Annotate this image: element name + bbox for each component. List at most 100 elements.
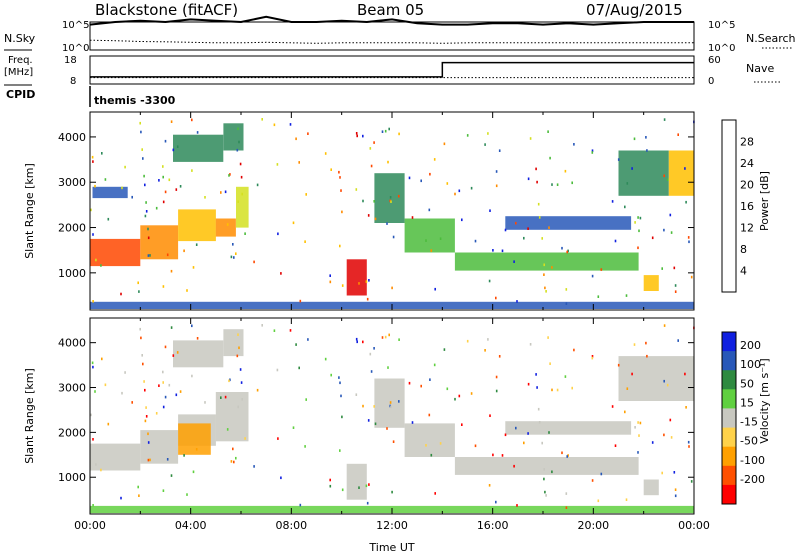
scatter-speck [341,415,343,419]
scatter-speck [131,401,133,404]
scatter-speck [515,426,517,430]
scatter-speck [229,173,231,176]
scatter-speck [191,169,193,172]
scatter-speck [489,414,491,417]
scatter-speck [564,169,567,173]
scatter-speck [141,354,143,357]
scatter-speck [661,267,663,270]
scatter-speck [498,149,501,152]
scatter-speck [571,386,573,390]
scatter-speck [373,200,375,203]
scatter-speck [144,419,147,423]
colorbar-segment [722,427,736,448]
scatter-speck [137,281,139,285]
colorbar-tick-label: 50 [740,377,754,390]
scatter-speck [368,483,370,486]
scatter-speck [391,490,393,494]
scatter-speck [388,127,390,131]
scatter-speck [408,176,411,180]
scatter-speck [398,132,400,136]
scatter-speck [369,147,372,150]
scatter-speck [365,280,368,283]
scatter-speck [535,167,537,171]
scatter-speck [687,236,690,239]
scatter-speck [191,118,193,122]
scatter-speck [504,228,507,232]
scatter-speck [489,209,491,212]
scatter-speck [454,192,456,196]
nsky-label: N.Sky [4,32,36,45]
scatter-speck [495,500,497,504]
scatter-speck [162,285,165,288]
scatter-speck [339,176,341,179]
y-tick-label: 2000 [58,222,86,235]
scatter-band [90,238,141,267]
scatter-speck [170,474,173,477]
scatter-speck [545,494,547,497]
scatter-speck [299,503,302,507]
scatter-speck [425,239,427,242]
scatter-speck [439,442,442,445]
scatter-speck [386,427,388,430]
scatter-speck [365,484,368,488]
scatter-speck [94,184,96,188]
scatter-speck [168,178,171,182]
scatter-speck [591,355,594,358]
scatter-speck [367,214,370,217]
scatter-speck [164,190,167,194]
scatter-band [173,340,224,368]
scatter-speck [191,324,193,328]
scatter-speck [226,428,229,431]
scatter-speck [537,407,540,411]
scatter-speck [523,441,525,445]
x-tick-label: 00:00 [678,519,710,532]
scatter-band [618,150,669,196]
scatter-speck [236,354,239,358]
scatter-speck [565,492,568,495]
scatter-speck [358,486,360,489]
scatter-speck [454,397,456,401]
scatter-speck [324,152,327,155]
scatter-speck [241,192,243,196]
scatter-speck [386,222,388,225]
scatter-speck [536,180,538,184]
scatter-band [454,252,639,271]
scatter-speck [298,366,300,370]
cpid-label: CPID [6,88,35,101]
scatter-speck [176,145,179,148]
scatter-speck [591,151,594,154]
scatter-speck [663,379,665,383]
scatter-speck [233,256,235,259]
colorbar-tick-label: -50 [740,435,758,448]
scatter-speck [487,132,489,135]
scatter-speck [329,478,331,482]
scatter-speck [484,349,486,352]
scatter-speck [237,333,239,336]
scatter-speck [147,432,149,436]
scatter-speck [398,338,400,341]
scatter-speck [90,208,92,212]
scatter-band [178,209,216,242]
colorbar-segment [722,465,736,486]
scatter-speck [538,216,541,219]
scatter-speck [164,345,167,349]
scatter-speck [541,237,543,240]
scatter-speck [204,196,206,199]
x-tick-label: 20:00 [577,519,609,532]
scatter-speck [516,504,518,507]
scatter-speck [690,480,693,483]
scatter-speck [92,438,94,441]
scatter-band [643,275,659,291]
scatter-speck [625,294,628,297]
scatter-band [140,225,179,260]
scatter-speck [573,348,575,352]
scatter-band [223,123,244,151]
scatter-speck [458,394,461,398]
scatter-speck [341,488,344,492]
scatter-speck [429,378,431,381]
scatter-speck [145,406,147,409]
scatter-speck [92,233,94,236]
scatter-speck [166,458,169,461]
scatter-speck [551,388,553,392]
scatter-speck [544,490,546,494]
